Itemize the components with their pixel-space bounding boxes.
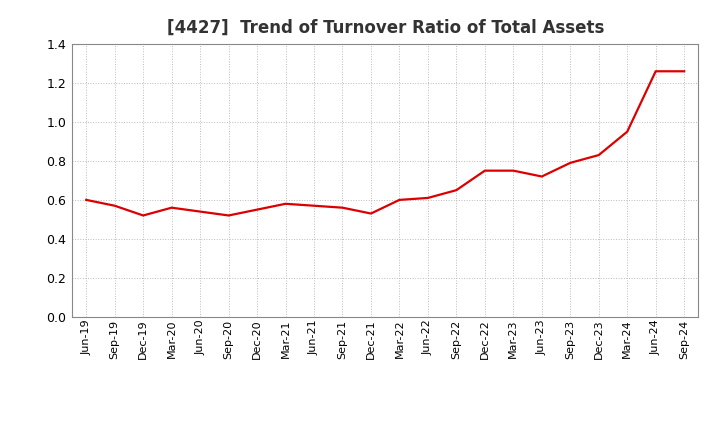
Title: [4427]  Trend of Turnover Ratio of Total Assets: [4427] Trend of Turnover Ratio of Total … — [166, 19, 604, 37]
